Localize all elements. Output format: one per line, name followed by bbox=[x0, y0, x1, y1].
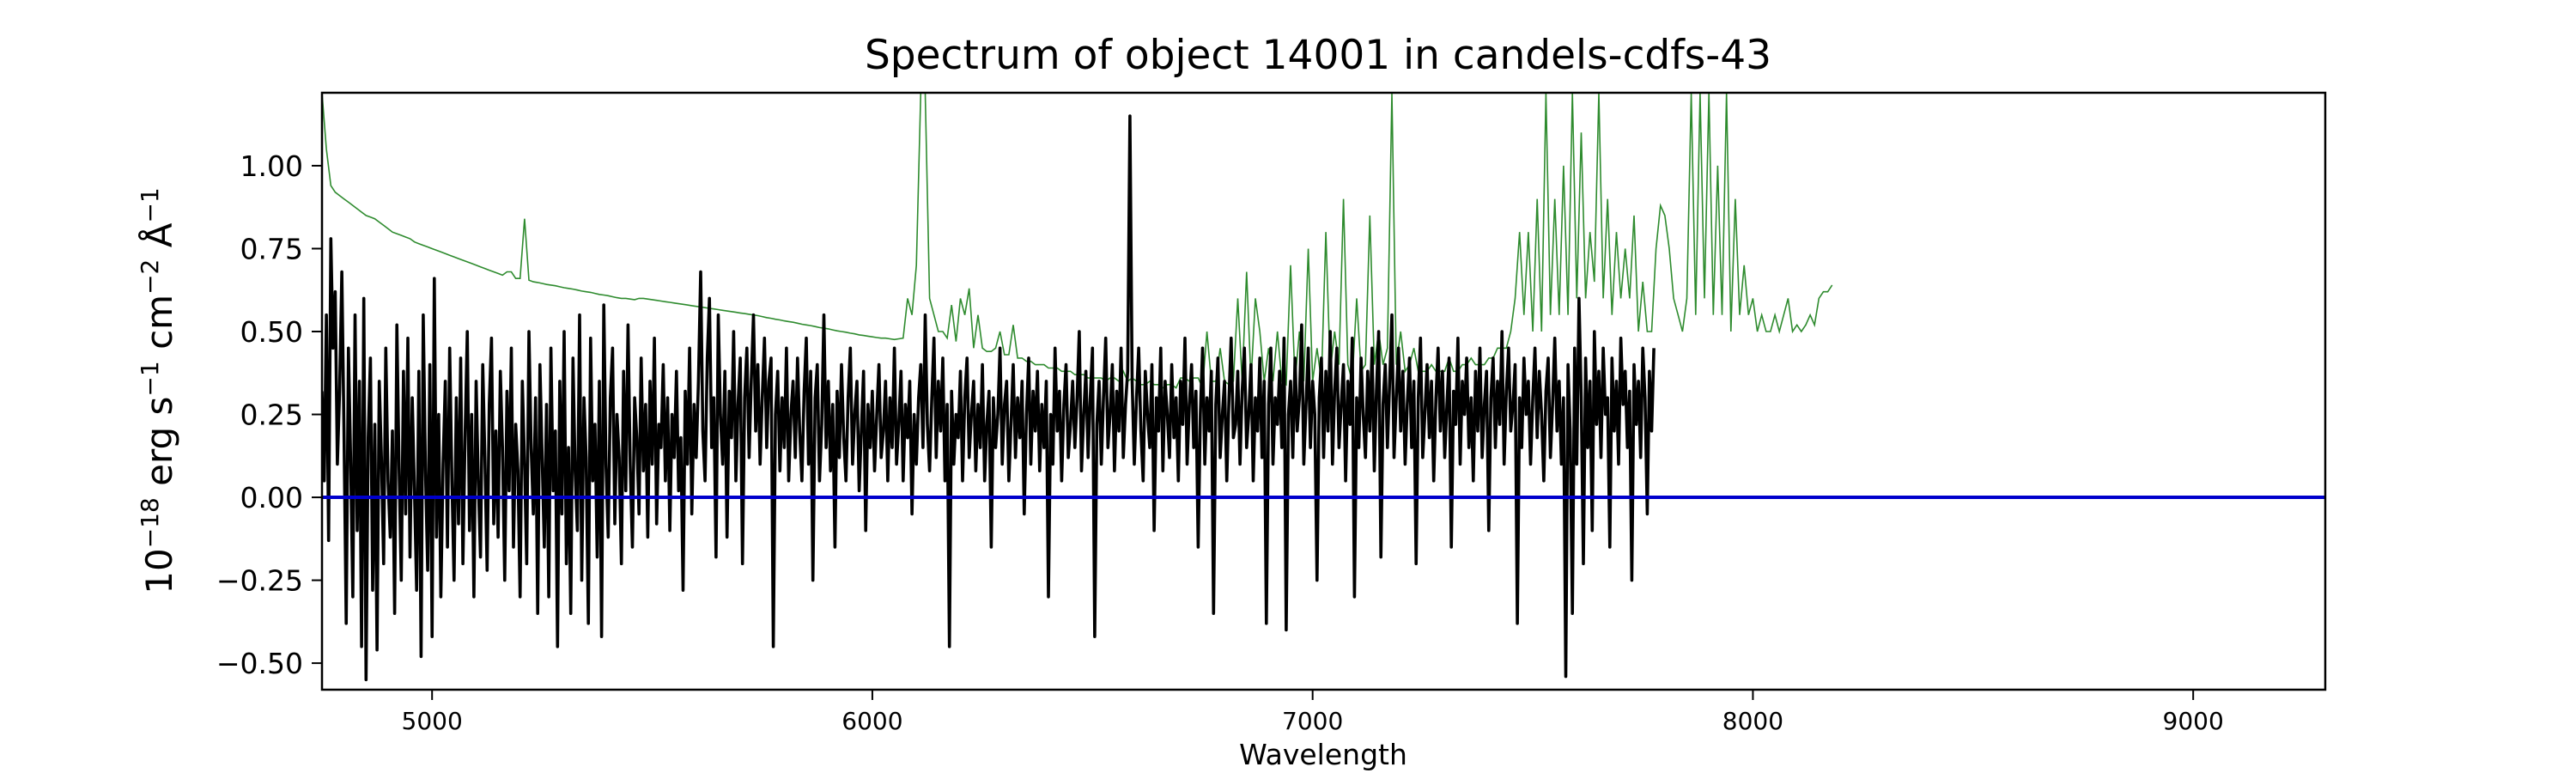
y-label-exp-s: −1 bbox=[136, 361, 164, 396]
y-axis-label: 10−18 erg s−1 cm−2 Å−1 bbox=[136, 187, 180, 593]
plot-area bbox=[322, 93, 2325, 682]
y-label-cm: cm bbox=[138, 295, 180, 361]
y-label-angstrom: Å bbox=[137, 222, 180, 259]
y-tick-label: 0.75 bbox=[240, 232, 303, 265]
y-tick-label: 0.25 bbox=[240, 399, 303, 432]
y-label-exp-angstrom: −1 bbox=[136, 187, 164, 222]
y-tick-label: 0.50 bbox=[240, 315, 303, 349]
y-tick-label: −0.25 bbox=[216, 564, 303, 598]
x-tick-label: 9000 bbox=[2163, 707, 2224, 735]
x-tick-label: 8000 bbox=[1722, 707, 1783, 735]
y-label-exp-cm: −2 bbox=[136, 259, 164, 295]
y-tick-label: −0.50 bbox=[216, 647, 303, 680]
x-tick-label: 5000 bbox=[402, 707, 463, 735]
y-tick-label: 0.00 bbox=[240, 481, 303, 514]
x-tick-label: 7000 bbox=[1282, 707, 1343, 735]
plot-frame bbox=[320, 91, 2327, 691]
flux-spectrum-line bbox=[322, 114, 1656, 682]
y-tick-label: 1.00 bbox=[240, 149, 303, 183]
x-axis-label: Wavelength bbox=[1239, 738, 1407, 771]
y-label-exp-scale: −18 bbox=[136, 497, 164, 548]
chart-title: Spectrum of object 14001 in candels-cdfs… bbox=[865, 32, 1771, 79]
x-tick-label: 6000 bbox=[841, 707, 902, 735]
y-axis: −0.50 −0.25 0.00 0.25 0.50 0.75 1.00 bbox=[216, 149, 322, 680]
x-axis: 5000 6000 7000 8000 9000 bbox=[402, 690, 2224, 735]
y-label-erg: erg s bbox=[138, 397, 180, 498]
y-label-prefix: 10 bbox=[138, 548, 180, 593]
